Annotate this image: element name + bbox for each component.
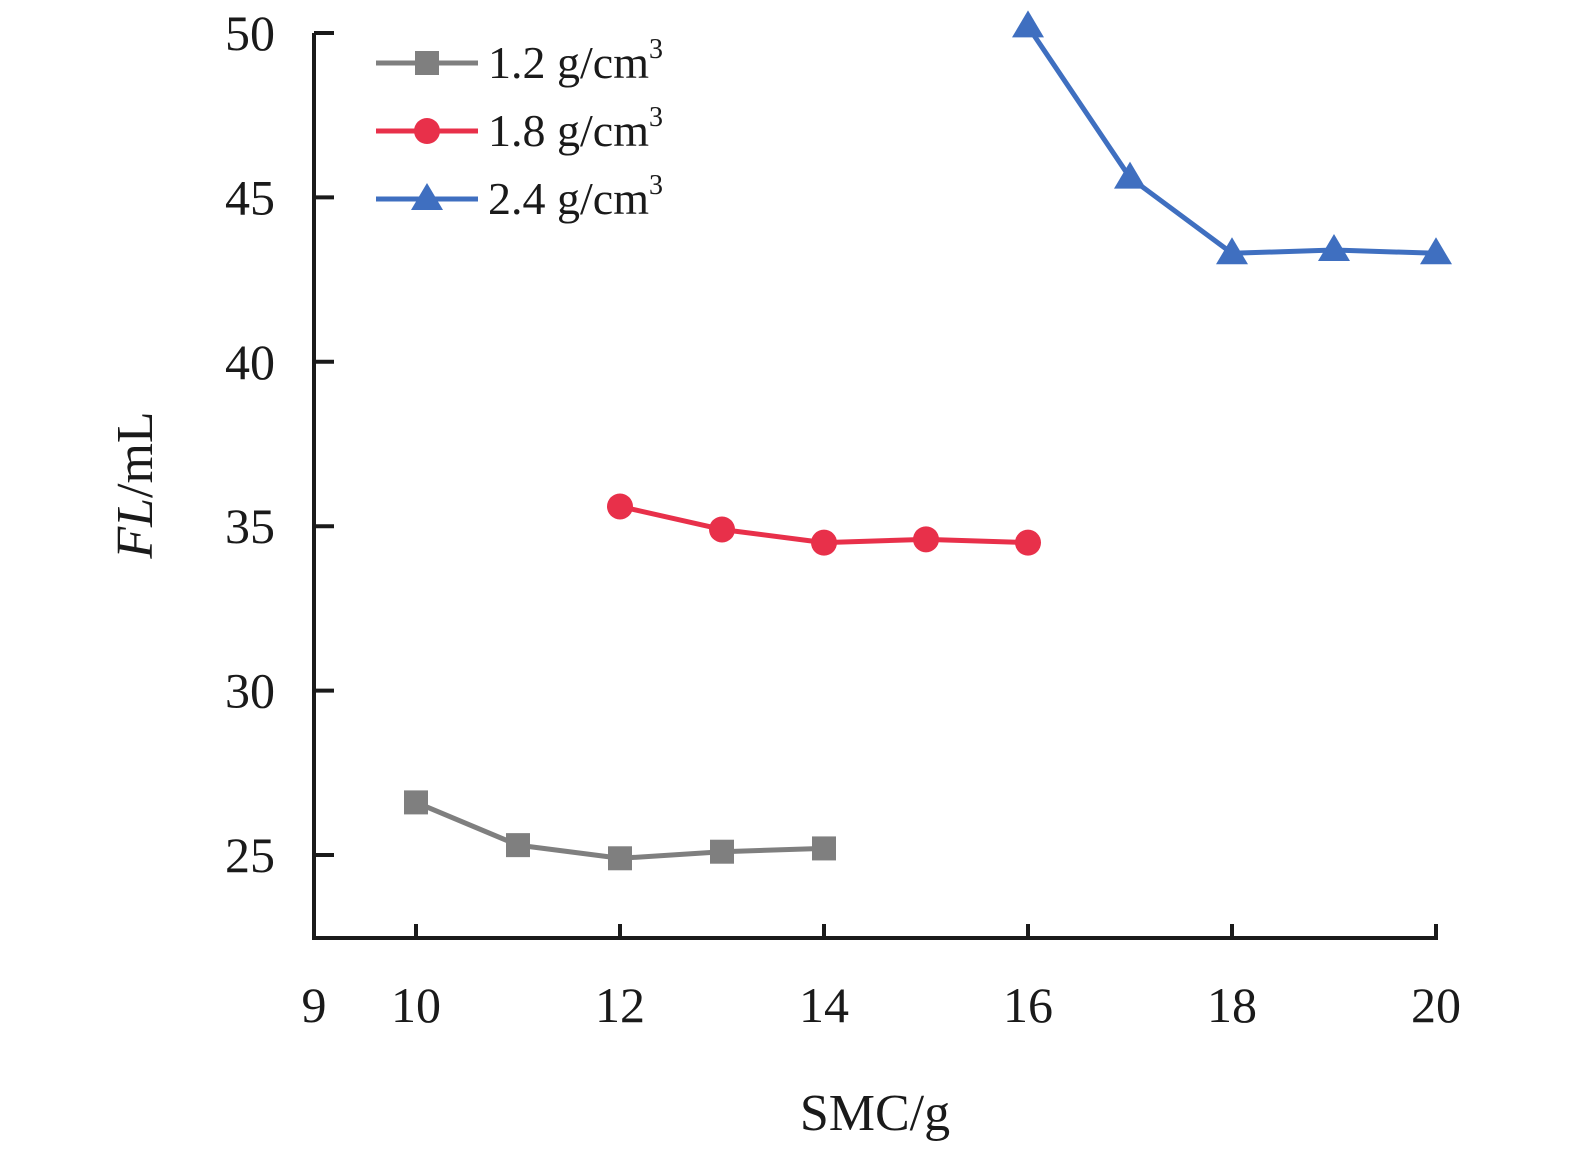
legend-label-text: 1.2 g/cm (488, 37, 649, 88)
y-tick-label: 50 (225, 5, 275, 61)
y-axis-title-italic: FL (107, 498, 164, 560)
data-point (607, 493, 633, 520)
legend-item: 1.2 g/cm3 (376, 34, 663, 88)
x-tick-label: 18 (1207, 977, 1257, 1033)
data-point (1015, 529, 1041, 556)
data-point (812, 836, 836, 861)
legend-label: 1.2 g/cm3 (488, 34, 663, 88)
series-line (1025, 25, 1437, 256)
data-point (1216, 237, 1248, 265)
data-point (1012, 10, 1044, 38)
x-axis-title: SMC/g (800, 1085, 950, 1142)
data-point (608, 846, 632, 871)
y-axis-title-unit: /mL (107, 411, 164, 498)
legend-marker (415, 51, 439, 75)
legend-label-text: 2.4 g/cm (488, 173, 649, 224)
x-tick-label: 12 (595, 977, 645, 1033)
legend-item: 2.4 g/cm3 (376, 170, 663, 224)
y-tick-label: 25 (225, 827, 275, 883)
y-tick-label: 40 (225, 334, 275, 390)
x-tick-label: 9 (302, 977, 327, 1033)
data-point (506, 833, 530, 858)
data-point (710, 839, 734, 864)
legend-item: 1.8 g/cm3 (376, 102, 663, 156)
x-tick-label: 20 (1411, 977, 1461, 1033)
legend-label-text: 1.8 g/cm (488, 105, 649, 156)
data-point (404, 790, 428, 815)
x-tick-label: 16 (1003, 977, 1053, 1033)
data-point (811, 529, 837, 556)
data-point (709, 516, 735, 543)
legend-marker (414, 118, 440, 144)
series-2 (607, 493, 1041, 556)
y-tick-label: 35 (225, 498, 275, 554)
data-point (1114, 161, 1146, 189)
legend-label-superscript: 3 (649, 34, 663, 65)
y-tick-label: 45 (225, 169, 275, 225)
axes (312, 33, 1438, 940)
series-3 (1012, 10, 1452, 265)
x-ticks: 9 10 12 14 16 18 20 (302, 924, 1461, 1033)
data-point (1420, 237, 1452, 265)
data-point (1318, 234, 1350, 262)
y-axis-title: FL/mL (107, 411, 164, 559)
legend-label-superscript: 3 (649, 170, 663, 201)
series-layer (404, 10, 1452, 871)
legend-marker (411, 183, 443, 210)
series-1 (404, 790, 836, 871)
y-ticks: 25 30 35 40 45 50 (225, 5, 334, 883)
x-tick-label: 14 (799, 977, 849, 1033)
legend-label: 1.8 g/cm3 (488, 102, 663, 156)
data-point (913, 526, 939, 553)
legend-label: 2.4 g/cm3 (488, 170, 663, 224)
y-tick-label: 30 (225, 663, 275, 719)
x-tick-label: 10 (391, 977, 441, 1033)
legend-label-superscript: 3 (649, 102, 663, 133)
